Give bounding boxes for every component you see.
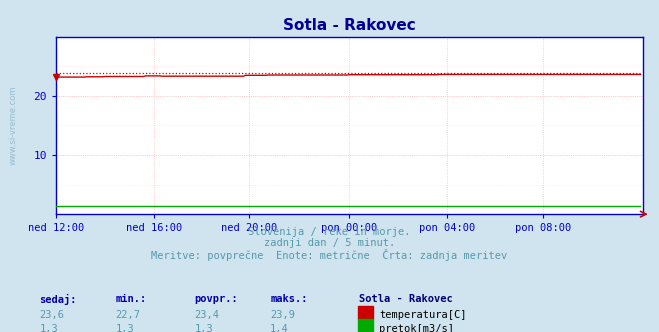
Text: zadnji dan / 5 minut.: zadnji dan / 5 minut. [264,238,395,248]
Title: Sotla - Rakovec: Sotla - Rakovec [283,18,416,33]
Text: Sotla - Rakovec: Sotla - Rakovec [359,294,453,304]
Text: 23,4: 23,4 [194,310,219,320]
Text: 22,7: 22,7 [115,310,140,320]
Text: pretok[m3/s]: pretok[m3/s] [379,324,454,332]
Text: 1,3: 1,3 [40,324,58,332]
Text: maks.:: maks.: [270,294,308,304]
Text: sedaj:: sedaj: [40,294,77,305]
Text: Slovenija / reke in morje.: Slovenija / reke in morje. [248,227,411,237]
Text: 23,6: 23,6 [40,310,65,320]
Text: temperatura[C]: temperatura[C] [379,310,467,320]
Text: Meritve: povprečne  Enote: metrične  Črta: zadnja meritev: Meritve: povprečne Enote: metrične Črta:… [152,249,507,261]
Text: 1,4: 1,4 [270,324,289,332]
Text: 1,3: 1,3 [194,324,213,332]
Text: www.si-vreme.com: www.si-vreme.com [9,86,18,165]
Text: 1,3: 1,3 [115,324,134,332]
Text: povpr.:: povpr.: [194,294,238,304]
Text: 23,9: 23,9 [270,310,295,320]
Text: min.:: min.: [115,294,146,304]
